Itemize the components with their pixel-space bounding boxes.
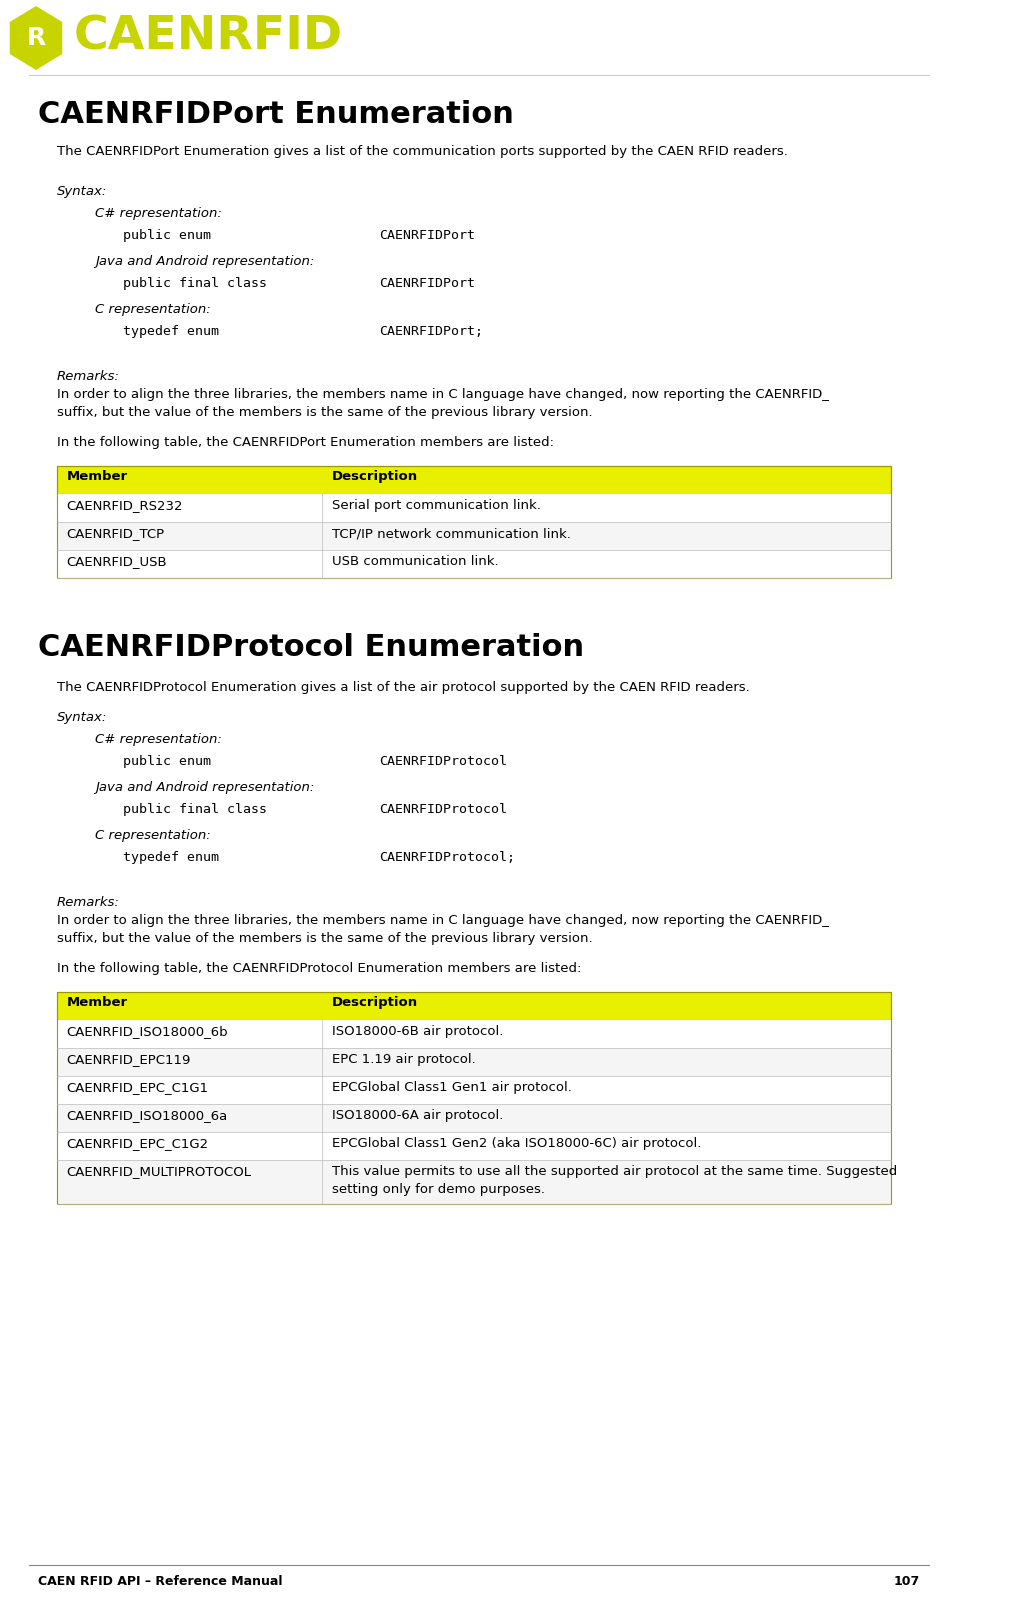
Bar [57, 1161, 891, 1204]
Text: In the following table, the CAENRFIDPort Enumeration members are listed:: In the following table, the CAENRFIDPort… [57, 435, 554, 448]
Text: Java and Android representation:: Java and Android representation: [95, 255, 314, 267]
Bar [57, 993, 891, 1020]
Text: CAENRFIDProtocol Enumeration: CAENRFIDProtocol Enumeration [37, 632, 584, 661]
Bar [57, 1132, 891, 1161]
Text: In the following table, the CAENRFIDProtocol Enumeration members are listed:: In the following table, the CAENRFIDProt… [57, 962, 581, 975]
Text: setting only for demo purposes.: setting only for demo purposes. [332, 1183, 545, 1196]
Text: CAENRFID_EPC119: CAENRFID_EPC119 [67, 1053, 191, 1066]
Bar [57, 495, 891, 522]
Text: CAENRFID_MULTIPROTOCOL: CAENRFID_MULTIPROTOCOL [67, 1166, 252, 1178]
Text: In order to align the three libraries, the members name in C language have chang: In order to align the three libraries, t… [57, 914, 829, 927]
Text: CAENRFIDPort: CAENRFIDPort [379, 277, 475, 290]
Text: CAENRFIDProtocol: CAENRFIDProtocol [379, 756, 508, 768]
Text: C# representation:: C# representation: [95, 733, 221, 746]
Text: Syntax:: Syntax: [57, 186, 107, 199]
Text: Remarks:: Remarks: [57, 897, 119, 909]
Text: Java and Android representation:: Java and Android representation: [95, 781, 314, 794]
Text: ISO18000-6B air protocol.: ISO18000-6B air protocol. [332, 1025, 503, 1037]
Text: CAENRFID_RS232: CAENRFID_RS232 [67, 500, 183, 512]
Text: CAENRFIDProtocol: CAENRFIDProtocol [379, 804, 508, 817]
Text: CAENRFID: CAENRFID [74, 14, 343, 59]
Text: suffix, but the value of the members is the same of the previous library version: suffix, but the value of the members is … [57, 407, 592, 419]
Text: CAENRFID_EPC_C1G2: CAENRFID_EPC_C1G2 [67, 1137, 208, 1150]
Text: C# representation:: C# representation: [95, 207, 221, 219]
Text: EPCGlobal Class1 Gen1 air protocol.: EPCGlobal Class1 Gen1 air protocol. [332, 1081, 571, 1093]
Text: CAEN RFID API – Reference Manual: CAEN RFID API – Reference Manual [37, 1575, 282, 1588]
Text: Syntax:: Syntax: [57, 711, 107, 724]
Text: ISO18000-6A air protocol.: ISO18000-6A air protocol. [332, 1109, 503, 1122]
Text: typedef enum: typedef enum [123, 852, 219, 865]
Text: C representation:: C representation: [95, 829, 210, 842]
Text: Member: Member [67, 471, 127, 484]
Text: Description: Description [332, 471, 418, 484]
Text: CAENRFID_ISO18000_6a: CAENRFID_ISO18000_6a [67, 1109, 227, 1122]
Text: EPCGlobal Class1 Gen2 (aka ISO18000-6C) air protocol.: EPCGlobal Class1 Gen2 (aka ISO18000-6C) … [332, 1137, 701, 1150]
Bar [57, 466, 891, 495]
Bar [57, 1076, 891, 1105]
Text: Serial port communication link.: Serial port communication link. [332, 500, 541, 512]
Text: typedef enum: typedef enum [123, 325, 219, 338]
Text: EPC 1.19 air protocol.: EPC 1.19 air protocol. [332, 1053, 475, 1066]
Text: 107: 107 [894, 1575, 920, 1588]
Text: CAENRFIDPort: CAENRFIDPort [379, 229, 475, 242]
Text: Remarks:: Remarks: [57, 370, 119, 383]
Bar [57, 522, 891, 551]
Text: CAENRFIDPort Enumeration: CAENRFIDPort Enumeration [37, 99, 514, 130]
Text: R: R [26, 26, 45, 50]
Text: Description: Description [332, 996, 418, 1009]
Text: CAENRFIDPort;: CAENRFIDPort; [379, 325, 483, 338]
Text: public final class: public final class [123, 277, 267, 290]
Polygon shape [10, 6, 63, 70]
Text: suffix, but the value of the members is the same of the previous library version: suffix, but the value of the members is … [57, 932, 592, 945]
Bar [57, 551, 891, 578]
Bar [57, 466, 891, 578]
Text: USB communication link.: USB communication link. [332, 556, 498, 568]
Text: The CAENRFIDPort Enumeration gives a list of the communication ports supported b: The CAENRFIDPort Enumeration gives a lis… [57, 146, 788, 158]
Text: This value permits to use all the supported air protocol at the same time. Sugge: This value permits to use all the suppor… [332, 1166, 897, 1178]
Text: CAENRFID_TCP: CAENRFID_TCP [67, 527, 165, 540]
Bar [57, 1105, 891, 1132]
Text: Member: Member [67, 996, 127, 1009]
Bar [57, 1020, 891, 1049]
Text: C representation:: C representation: [95, 303, 210, 315]
Text: public enum: public enum [123, 756, 211, 768]
Text: CAENRFID_EPC_C1G1: CAENRFID_EPC_C1G1 [67, 1081, 208, 1093]
Text: CAENRFID_ISO18000_6b: CAENRFID_ISO18000_6b [67, 1025, 227, 1037]
Text: TCP/IP network communication link.: TCP/IP network communication link. [332, 527, 570, 540]
Text: CAENRFID_USB: CAENRFID_USB [67, 556, 167, 568]
Bar [57, 1049, 891, 1076]
Text: public final class: public final class [123, 804, 267, 817]
Text: The CAENRFIDProtocol Enumeration gives a list of the air protocol supported by t: The CAENRFIDProtocol Enumeration gives a… [57, 680, 749, 693]
Bar [57, 993, 891, 1204]
Text: public enum: public enum [123, 229, 211, 242]
Text: In order to align the three libraries, the members name in C language have chang: In order to align the three libraries, t… [57, 387, 829, 400]
Text: CAENRFIDProtocol;: CAENRFIDProtocol; [379, 852, 515, 865]
